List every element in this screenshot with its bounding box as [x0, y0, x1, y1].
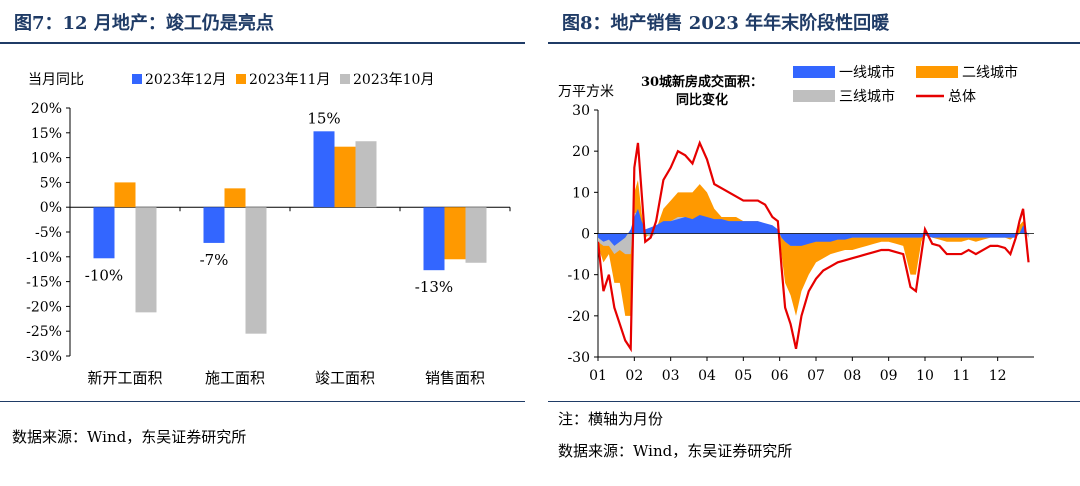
y-tick-label: 20%	[31, 101, 62, 117]
y-axis-label: 万平方米	[558, 84, 614, 100]
left-bar-chart: 当月同比 2023年12月 2023年11月 2023年10月 20% 15% 10% 5% 0…	[26, 72, 511, 387]
bar-2023年12月-新开工面积	[93, 207, 115, 259]
legend-label-2: 二线城市	[962, 64, 1018, 81]
data-label: -13%	[415, 278, 453, 296]
right-figure-panel: 图8：地产销售 2023 年年末阶段性回暖 万平方米 30城新房成交面积： 同比变化…	[548, 0, 1080, 486]
y-tick-label: 20	[572, 144, 590, 160]
x-tick-label: 09	[880, 368, 898, 384]
right-bottom-rule	[548, 401, 1080, 402]
x-tick-label: 03	[662, 368, 680, 384]
legend-label-1: 2023年12月	[145, 72, 226, 88]
right-note: 注：横轴为月份	[558, 410, 664, 428]
bar-2023年10月-施工面积	[245, 207, 267, 334]
y-tick-label: 10	[572, 185, 590, 201]
plot-area	[598, 139, 1030, 353]
x-tick-label: 01	[589, 368, 607, 384]
x-tick-label: 07	[807, 368, 825, 384]
legend-label-1: 一线城市	[839, 64, 895, 81]
chart-title-line-2: 同比变化	[676, 92, 728, 108]
legend-label-3: 三线城市	[839, 88, 895, 105]
y-tick-label: 5%	[40, 175, 62, 191]
y-axis-label: 当月同比	[28, 72, 84, 88]
line-总体	[598, 139, 1030, 353]
bar-2023年10月-销售面积	[465, 207, 487, 263]
left-title-rule	[0, 42, 525, 44]
area-二线城市	[598, 179, 1029, 316]
right-source: 数据来源：Wind，东吴证券研究所	[558, 442, 793, 460]
bar-2023年11月-销售面积	[444, 207, 466, 260]
y-tick-label: -20	[567, 309, 590, 325]
data-label: -10%	[85, 266, 123, 284]
legend-label-2: 2023年11月	[249, 72, 330, 88]
left-figure-panel: 图7：12 月地产：竣工仍是亮点 当月同比 2023年12月 2023年11月 202…	[0, 0, 525, 486]
x-tick-label: 02	[625, 368, 643, 384]
legend-swatch-1	[793, 66, 835, 78]
y-tick-label: -10	[567, 268, 590, 284]
y-tick-label: -30%	[26, 349, 62, 365]
x-tick-label: 05	[734, 368, 752, 384]
x-tick-label: 04	[698, 368, 716, 384]
legend-swatch-1	[132, 74, 142, 84]
bar-2023年12月-施工面积	[203, 207, 225, 243]
y-tick-label: -30	[567, 350, 590, 366]
left-source: 数据来源：Wind，东吴证券研究所	[12, 428, 247, 446]
area-一线城市	[598, 208, 1029, 246]
bar-2023年10月-竣工面积	[355, 141, 377, 208]
legend-swatch-3	[793, 90, 835, 102]
right-title-rule	[548, 42, 1080, 44]
y-tick-label: 10%	[31, 151, 62, 167]
legend-swatch-3	[340, 74, 350, 84]
x-tick-label: 10	[916, 368, 934, 384]
legend-swatch-2	[916, 66, 958, 78]
x-tick-label: 11	[952, 368, 970, 384]
bar-2023年11月-新开工面积	[114, 182, 136, 208]
left-figure-title: 图7：12 月地产：竣工仍是亮点	[14, 13, 274, 34]
legend-swatch-2	[236, 74, 246, 84]
data-label: 15%	[307, 109, 340, 127]
right-figure-title: 图8：地产销售 2023 年年末阶段性回暖	[562, 13, 890, 34]
y-tick-label: 0%	[40, 200, 62, 216]
y-tick-label: -20%	[26, 299, 62, 315]
y-tick-label: -15%	[26, 275, 62, 291]
x-tick-label: 销售面积	[425, 369, 485, 387]
chart-title-line-1: 30城新房成交面积：	[641, 74, 763, 90]
y-tick-label: -5%	[35, 225, 62, 241]
bar-2023年12月-销售面积	[423, 207, 445, 271]
bar-2023年11月-施工面积	[224, 188, 246, 208]
x-tick-label: 竣工面积	[315, 369, 375, 387]
bar-2023年12月-竣工面积	[313, 131, 335, 208]
bar-2023年10月-新开工面积	[135, 207, 157, 313]
legend-label-4: 总体	[948, 89, 976, 105]
x-tick-label: 新开工面积	[87, 369, 162, 387]
x-tick-label: 施工面积	[205, 369, 265, 387]
legend-label-3: 2023年10月	[353, 72, 434, 88]
y-tick-label: 15%	[31, 126, 62, 142]
bar-2023年11月-竣工面积	[334, 146, 356, 208]
y-tick-label: -10%	[26, 250, 62, 266]
y-tick-label: 30	[572, 103, 590, 119]
data-label: -7%	[200, 251, 229, 269]
x-tick-label: 06	[771, 368, 789, 384]
y-tick-label: 0	[581, 227, 590, 243]
x-tick-label: 12	[989, 368, 1007, 384]
y-tick-label: -25%	[26, 324, 62, 340]
left-bottom-rule	[0, 401, 525, 402]
chart-title: 30城新房成交面积： 同比变化	[641, 74, 763, 108]
x-tick-label: 08	[843, 368, 861, 384]
